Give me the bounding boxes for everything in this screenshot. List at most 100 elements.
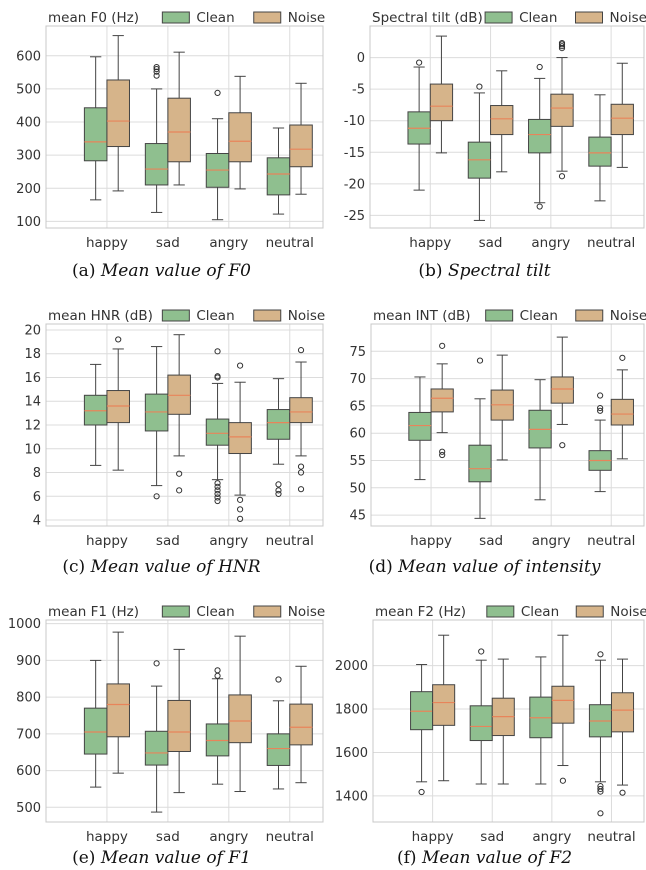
x-tick-label-neutral: neutral	[266, 533, 314, 549]
outlier-point	[214, 89, 221, 96]
x-tick-label-happy: happy	[86, 533, 128, 549]
box-noise-sad	[167, 51, 191, 186]
box-clean-neutral	[588, 392, 612, 493]
box-iqr	[266, 409, 291, 440]
x-tick-label-angry: angry	[532, 829, 571, 845]
caption-d-prefix: (d)	[368, 557, 393, 577]
box-noise-happy	[429, 35, 454, 154]
box-iqr	[106, 79, 130, 148]
box-noise-sad	[490, 354, 514, 461]
x-tick-label-neutral: neutral	[266, 829, 314, 845]
x-tick-label-sad: sad	[479, 533, 503, 549]
outlier-point	[153, 660, 160, 667]
outlier-point	[619, 789, 626, 796]
box-iqr	[228, 112, 252, 163]
box-iqr	[408, 411, 432, 441]
chart-panel-f0: 100 200 300 400 500 600 happy sad angry neutral me…	[0, 0, 325, 256]
chart-panel-f2: 1400 1600 1800 2000 happy sad angry neutral mean…	[323, 594, 646, 850]
legend-label-noise: Noise	[610, 308, 646, 324]
y-tick-label: 8	[33, 466, 41, 481]
outlier-point	[153, 63, 160, 71]
outlier-point	[275, 490, 282, 498]
legend-label-clean: Clean	[520, 308, 558, 324]
caption-b-prefix: (b)	[418, 261, 443, 281]
caption-c-text: Mean value of HNR	[90, 557, 261, 577]
box-noise-neutral	[610, 354, 634, 460]
legend-swatch-clean	[485, 309, 514, 322]
box-clean-sad	[469, 648, 493, 785]
outlier-point	[214, 667, 221, 674]
outlier-point	[476, 83, 483, 90]
x-tick-label-angry: angry	[531, 235, 570, 251]
boxplot-mean-f0: 100 200 300 400 500 600 happy sad angry neutral me…	[16, 10, 325, 251]
box-clean-angry	[529, 656, 553, 785]
box-noise-angry	[550, 336, 574, 449]
box-iqr	[610, 103, 634, 136]
box-noise-sad	[491, 658, 515, 785]
outlier-point	[214, 494, 221, 501]
plot-frame	[372, 619, 645, 823]
legend-swatch-noise	[575, 605, 604, 618]
legend-label-clean: Clean	[196, 604, 234, 620]
outlier-point	[439, 448, 446, 455]
outlier-point	[214, 487, 221, 494]
box-clean-happy	[410, 664, 434, 796]
boxplot-spectral-tilt: -25 -20 -15 -10 -5 0 happy sad angry neutral Spect…	[344, 10, 646, 251]
boxplot-mean-f2: 1400 1600 1800 2000 happy sad angry neutral mean…	[335, 604, 646, 845]
box-clean-happy	[83, 363, 108, 466]
box-noise-neutral	[289, 665, 313, 784]
x-tick-label-angry: angry	[209, 533, 248, 549]
boxplot-mean-hnr: 4 6 8 10 12 14 16 18 20 happy sad angry neutral mean …	[24, 308, 325, 549]
y-tick-label: 10	[24, 442, 41, 457]
y-tick-label: 1000	[8, 617, 41, 632]
chart-title: mean HNR (dB)	[48, 308, 153, 324]
caption-f-prefix: (f)	[396, 848, 417, 868]
box-iqr	[266, 157, 291, 196]
outlier-point	[536, 63, 543, 71]
x-tick-label-neutral: neutral	[587, 235, 635, 251]
box-clean-sad	[468, 357, 492, 519]
outlier-point	[236, 506, 244, 513]
legend-swatch-clean	[161, 309, 190, 322]
plot-frame	[45, 25, 324, 229]
caption-f-text: Mean value of F2	[421, 848, 573, 868]
box-clean-sad	[144, 346, 169, 500]
x-tick-label-sad: sad	[156, 533, 180, 549]
outlier-point	[597, 404, 604, 412]
outlier-point	[236, 496, 244, 503]
y-tick-label: 800	[16, 691, 41, 706]
caption-b-text: Spectral tilt	[447, 261, 551, 281]
box-noise-angry	[228, 635, 252, 793]
chart-panel-f1: 500 600 700 800 900 1000 happy sad angry neutral m…	[0, 594, 325, 850]
y-tick-label: 100	[16, 215, 41, 230]
chart-title: mean INT (dB)	[373, 308, 471, 324]
outlier-point	[214, 490, 221, 498]
legend-swatch-noise	[575, 309, 604, 322]
box-iqr	[83, 707, 108, 755]
y-tick-label: 1800	[335, 703, 368, 718]
legend-label-clean: Clean	[196, 10, 234, 26]
y-tick-label: 75	[349, 345, 366, 360]
box-noise-sad	[167, 648, 191, 794]
legend-swatch-noise	[575, 11, 603, 24]
legend-label-clean: Clean	[196, 308, 234, 324]
y-tick-label: 1400	[335, 789, 368, 804]
caption-d: (d) Mean value of intensity	[323, 557, 646, 577]
y-tick-label: -20	[344, 177, 365, 192]
box-iqr	[228, 422, 252, 455]
outlier-point	[558, 43, 566, 50]
outlier-point	[418, 788, 425, 796]
legend-label-clean: Clean	[521, 604, 559, 620]
box-iqr	[432, 684, 456, 726]
outlier-point	[297, 347, 305, 354]
box-iqr	[610, 692, 635, 733]
outlier-point	[597, 651, 604, 658]
box-iqr	[468, 444, 492, 483]
y-tick-label: 20	[24, 323, 41, 338]
legend-swatch-noise	[253, 605, 282, 618]
x-tick-label-sad: sad	[156, 235, 180, 251]
outlier-point	[297, 469, 305, 476]
box-clean-happy	[407, 59, 431, 191]
legend-label-noise: Noise	[288, 10, 325, 26]
x-tick-label-neutral: neutral	[587, 533, 635, 549]
